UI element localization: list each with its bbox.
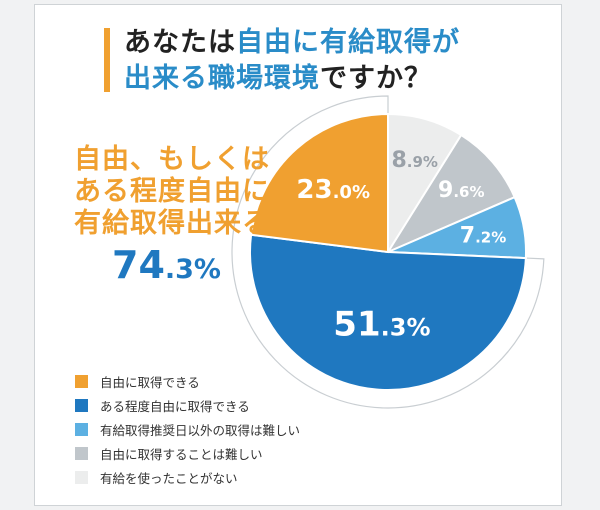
legend: 自由に取得できるある程度自由に取得できる有給取得推奨日以外の取得は難しい 自由に取… [75, 369, 395, 489]
callout-line-3: 有給取得出来る [74, 208, 270, 239]
slice-value-label-3: 51.3% [333, 305, 430, 345]
legend-label: 自由に取得することは難しい [100, 446, 263, 462]
pie-slice-3 [249, 233, 527, 391]
title-text-2: ですか？ [320, 63, 432, 94]
slice-value-label-0: 8.9% [391, 148, 437, 173]
title-highlight-2: 出来る職場環境 [124, 63, 320, 94]
title-text-1: あなたは [124, 27, 236, 58]
legend-swatch [75, 470, 88, 484]
legend-item-1: ある程度自由に取得できる [75, 393, 395, 417]
pie-slice-4 [249, 112, 389, 254]
slice-value-label-2: 7.2% [460, 224, 506, 249]
slice-value-label-4: 23.0% [296, 175, 370, 205]
callout-line-2: ある程度自由に [74, 176, 270, 207]
legend-label: 有給を使ったことがない [100, 470, 238, 486]
chart-title-line-1: あなたは自由に有給取得が [124, 26, 460, 60]
legend-label: 有給取得推奨日以外の取得は難しい [100, 422, 301, 438]
chart-title-line-2: 出来る職場環境ですか？ [124, 62, 432, 96]
legend-label: 自由に取得できる [100, 374, 200, 390]
legend-swatch [75, 374, 88, 388]
legend-item-0: 自由に取得できる [75, 369, 395, 393]
slice-value-label-1: 9.6% [438, 178, 484, 203]
combined-share-bracket [231, 95, 545, 409]
callout-line-1: 自由、もしくは [74, 144, 270, 175]
title-highlight-1: 自由に有給取得が [236, 27, 460, 58]
legend-swatch [75, 446, 88, 460]
title-accent-bar [104, 28, 110, 92]
legend-item-3: 自由に取得することは難しい [75, 441, 395, 465]
legend-item-4: 有給を使ったことがない [75, 465, 395, 489]
callout-total-dec: .3% [164, 254, 221, 285]
legend-swatch [75, 398, 88, 412]
callout-total-value: 74.3% [112, 243, 221, 287]
legend-swatch [75, 422, 88, 436]
callout-total-int: 74 [112, 243, 165, 287]
legend-item-2: 有給取得推奨日以外の取得は難しい [75, 417, 395, 441]
pie-slice-1 [385, 133, 516, 255]
legend-label: ある程度自由に取得できる [100, 398, 250, 414]
